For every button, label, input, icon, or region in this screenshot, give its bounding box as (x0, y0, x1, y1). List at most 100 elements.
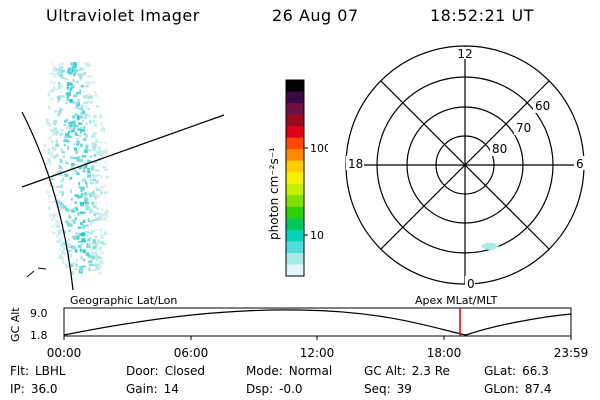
aurora-pixel (63, 124, 66, 126)
aurora-pixel (75, 137, 79, 140)
aurora-pixel (65, 140, 70, 143)
aurora-pixel (78, 134, 81, 138)
aurora-pixel (52, 65, 57, 68)
aurora-pixel (103, 196, 105, 200)
aurora-pixel (53, 213, 58, 216)
aurora-pixel (100, 129, 105, 132)
aurora-pixel (60, 129, 65, 132)
aurora-pixel (78, 226, 82, 229)
aurora-pixel (97, 173, 100, 177)
aurora-pixel (82, 71, 87, 75)
timeline-y-tick-bottom: 1.8 (30, 329, 48, 342)
aurora-pixel (59, 158, 63, 163)
aurora-pixel (90, 167, 94, 171)
aurora-pixel (72, 207, 76, 211)
aurora-pixel (67, 238, 70, 241)
aurora-pixel (77, 93, 82, 95)
aurora-pixel (84, 62, 87, 66)
aurora-pixel (82, 219, 86, 223)
mlt-label-dusk: 18 (348, 157, 363, 171)
status-ip: IP: 36.0 (10, 382, 58, 396)
aurora-pixel (64, 253, 66, 256)
aurora-pixel (78, 128, 83, 132)
aurora-pixel (74, 234, 79, 239)
aurora-pixel (87, 261, 92, 264)
aurora-pixel (53, 130, 57, 133)
color-bar-tick-10: 10 (310, 229, 324, 242)
aurora-pixel (95, 229, 99, 232)
aurora-pixel (93, 176, 96, 179)
aurora-pixel (92, 179, 96, 181)
aurora-pixel (53, 147, 56, 151)
aurora-pixel (92, 205, 97, 209)
aurora-pixel (72, 157, 78, 160)
aurora-pixel (95, 263, 100, 266)
aurora-pixel (80, 131, 82, 134)
aurora-pixel (99, 231, 102, 233)
aurora-pixel (62, 259, 65, 262)
aurora-pixel (58, 172, 63, 177)
aurora-pixel (77, 127, 80, 132)
map-grid-curve (21, 111, 74, 290)
aurora-pixel (74, 131, 78, 136)
aurora-pixel (73, 72, 75, 77)
aurora-pixel (74, 101, 78, 105)
status-gain-value: 14 (163, 382, 179, 396)
aurora-pixel (52, 70, 56, 72)
aurora-pixel (58, 230, 63, 234)
status-door: Door: Closed (126, 364, 206, 378)
aurora-pixel (100, 185, 104, 189)
aurora-pixel (70, 62, 73, 66)
aurora-pixel (58, 166, 63, 170)
aurora-pixel (91, 142, 96, 145)
aurora-pixel (71, 198, 73, 201)
aurora-pixel (64, 240, 69, 243)
aurora-pixel (99, 123, 104, 127)
aurora-pixel (105, 215, 109, 218)
aurora-pixel (86, 197, 89, 201)
aurora-pixel (74, 206, 77, 210)
aurora-pixel (79, 67, 83, 71)
color-bar-swatch (286, 172, 304, 185)
aurora-pixel (80, 73, 85, 77)
aurora-pixel (90, 248, 94, 251)
status-seq-value: 39 (396, 382, 412, 396)
aurora-pixel (92, 119, 95, 122)
aurora-pixel (45, 162, 48, 166)
aurora-pixel (72, 100, 75, 105)
aurora-pixel (63, 230, 66, 234)
aurora-pixel (52, 185, 56, 189)
polar-mlt-plot: 12 18 6 0 60 70 80 (345, 45, 586, 291)
aurora-pixel (99, 141, 103, 144)
geographic-image-panel (21, 62, 225, 290)
aurora-pixel (89, 178, 93, 181)
orbit-timeline: Geographic Lat/Lon Apex MLat/MLT GC Alt … (9, 294, 588, 360)
aurora-pixel (53, 85, 55, 89)
aurora-pixel (67, 131, 71, 133)
mlt-label-noon: 12 (457, 47, 472, 61)
aurora-pixel (66, 70, 69, 73)
aurora-pixel (92, 245, 96, 250)
aurora-pixel (48, 161, 51, 164)
aurora-pixel (78, 123, 83, 126)
status-mode-value: Normal (288, 364, 333, 378)
aurora-pixel (58, 97, 61, 101)
aurora-pixel (68, 214, 71, 217)
status-ip-value: 36.0 (30, 382, 58, 396)
aurora-pixel (49, 73, 54, 75)
aurora-pixel (92, 132, 97, 135)
aurora-pixel (99, 114, 103, 119)
aurora-pixel (55, 130, 59, 134)
aurora-pixel (84, 198, 87, 203)
aurora-pixel (43, 143, 47, 148)
aurora-pixel (93, 144, 97, 148)
aurora-pixel (67, 243, 72, 246)
aurora-pixel (60, 243, 63, 248)
aurora-pixel (95, 94, 98, 97)
aurora-pixel (58, 238, 62, 242)
aurora-pixel (81, 108, 83, 111)
aurora-pixel (88, 264, 93, 266)
aurora-pixel (83, 265, 86, 268)
aurora-pixel (53, 127, 57, 132)
aurora-pixel (83, 201, 88, 204)
